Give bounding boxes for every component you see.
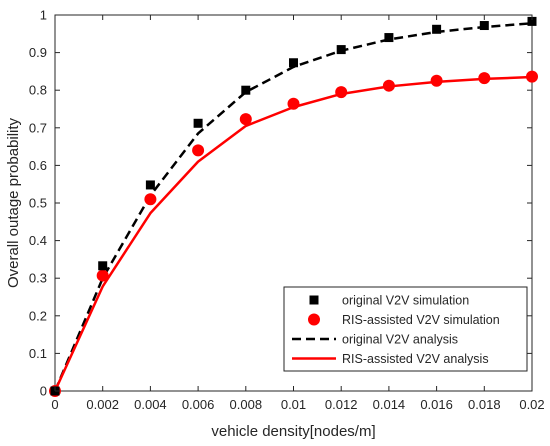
y-tick-label: 0.1: [29, 346, 47, 361]
y-tick-label: 0.2: [29, 308, 47, 323]
x-tick-label: 0.01: [281, 397, 306, 412]
legend-box: [283, 286, 528, 372]
y-tick-label: 0.9: [29, 45, 47, 60]
legend: original V2V simulation RIS-assisted V2V …: [283, 286, 528, 372]
data-point-square: [145, 180, 155, 190]
y-tick-label: 0.8: [29, 83, 47, 98]
data-point-square: [98, 261, 108, 271]
y-tick-label: 0.5: [29, 196, 47, 211]
data-point-square: [432, 24, 442, 34]
data-point-circle: [239, 113, 252, 126]
x-tick-label: 0.02: [519, 397, 544, 412]
series-layer: [49, 16, 538, 397]
legend-label: original V2V analysis: [342, 333, 458, 347]
y-tick-label: 0.3: [29, 271, 47, 286]
x-tick-label: 0.008: [230, 397, 263, 412]
y-tick-label: 0: [40, 384, 47, 399]
x-tick-label: 0.004: [134, 397, 167, 412]
data-point-circle: [96, 269, 109, 282]
legend-label: original V2V simulation: [342, 294, 469, 308]
data-point-circle: [335, 86, 348, 99]
x-tick-label: 0.018: [468, 397, 501, 412]
y-tick-label: 0.6: [29, 158, 47, 173]
y-axis-label: Overall outage probability: [5, 117, 22, 288]
data-point-circle: [144, 193, 157, 206]
legend-marker-circle: [308, 313, 320, 326]
data-point-square: [193, 118, 203, 128]
x-tick-label: 0.012: [325, 397, 358, 412]
data-point-circle: [287, 97, 300, 110]
data-point-square: [289, 58, 298, 68]
ticks-layer: 0 0.002 0.004 0.006 0.008 0.01 0.012 0.014 0.016…: [29, 8, 545, 413]
y-tick-label: 1: [40, 8, 47, 23]
x-tick-label: 0.006: [182, 397, 215, 412]
x-tick-label: 0.002: [86, 397, 119, 412]
y-tick-label: 0.4: [29, 233, 47, 248]
data-point-circle: [526, 70, 538, 83]
data-point-square: [479, 21, 489, 31]
data-point-circle: [192, 144, 205, 157]
x-tick-label: 0.016: [420, 397, 453, 412]
data-point-square: [241, 85, 251, 95]
data-point-circle: [478, 72, 491, 85]
data-point-square: [384, 33, 394, 43]
data-point-circle: [430, 74, 443, 87]
x-axis-label: vehicle density[nodes/m]: [211, 423, 375, 440]
x-tick-label: 0: [51, 397, 58, 412]
legend-label: RIS-assisted V2V analysis: [342, 352, 489, 366]
legend-marker-square: [309, 295, 319, 305]
data-point-circle: [382, 79, 395, 92]
data-point-square: [336, 45, 346, 55]
y-tick-label: 0.7: [29, 120, 47, 135]
x-tick-label: 0.014: [373, 397, 406, 412]
data-point-square: [527, 16, 537, 26]
legend-label: RIS-assisted V2V simulation: [342, 313, 500, 327]
